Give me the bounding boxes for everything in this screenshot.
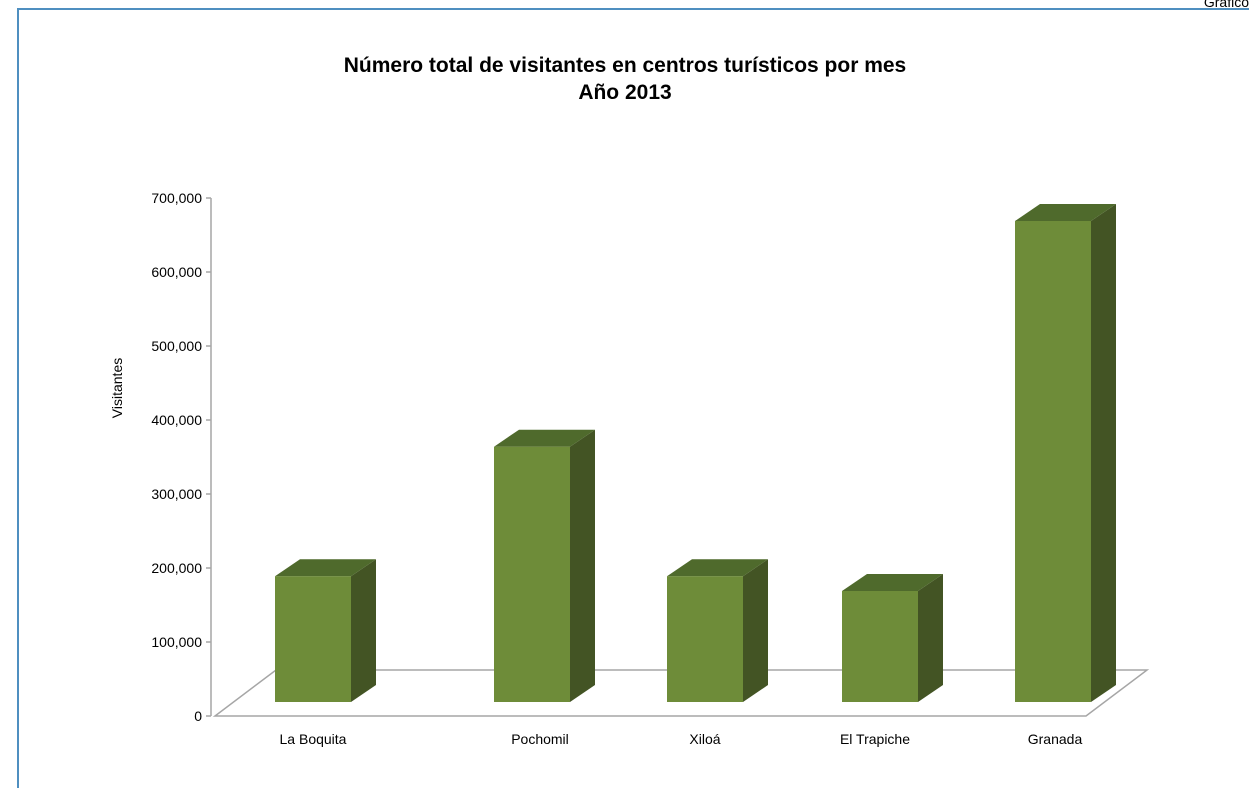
y-tick-label: 600,000 <box>151 264 202 280</box>
x-tick-label: El Trapiche <box>840 731 910 747</box>
bar-side <box>743 559 768 702</box>
bar <box>1015 204 1116 702</box>
x-tick-label: Xiloá <box>689 731 720 747</box>
bar-top <box>1015 204 1116 221</box>
bar-front <box>842 591 918 702</box>
y-tick-label: 700,000 <box>151 190 202 206</box>
x-tick-label: Granada <box>1028 731 1083 747</box>
x-axis: La Boquita Pochomil Xiloá El Trapiche Granad… <box>280 731 1083 747</box>
bar-front <box>494 446 570 702</box>
x-tick-label: Pochomil <box>511 731 569 747</box>
bar-top <box>842 574 943 591</box>
y-tick-label: 300,000 <box>151 486 202 502</box>
bar <box>494 429 595 702</box>
y-tick-label: 400,000 <box>151 412 202 428</box>
bar-front <box>275 576 351 702</box>
bar-side <box>351 559 376 702</box>
bar-side <box>1091 204 1116 702</box>
bar-side <box>570 429 595 702</box>
y-axis-title: Visitantes <box>109 358 125 418</box>
bar <box>275 559 376 702</box>
bars <box>275 204 1116 702</box>
corner-label: Gráfico <box>1203 0 1249 10</box>
bar-top <box>494 429 595 447</box>
bar-side <box>918 574 943 702</box>
bar-top <box>667 559 768 577</box>
bar-front <box>1015 221 1091 702</box>
bar-front <box>667 576 743 702</box>
bar-top <box>275 559 376 577</box>
chart-title-block: Número total de visitantes en centros tu… <box>0 52 1250 106</box>
x-tick-label: La Boquita <box>280 731 347 747</box>
y-tick-label: 200,000 <box>151 560 202 576</box>
bar <box>667 559 768 702</box>
y-axis: 0 100,000 200,000 300,000 400,000 500,000 600,… <box>151 190 212 724</box>
chart-subtitle: Año 2013 <box>578 81 672 104</box>
y-tick-label: 100,000 <box>151 634 202 650</box>
y-tick-label: 0 <box>194 708 202 724</box>
chart-title: Número total de visitantes en centros tu… <box>343 54 907 77</box>
bar <box>842 574 943 702</box>
y-tick-label: 500,000 <box>151 338 202 354</box>
